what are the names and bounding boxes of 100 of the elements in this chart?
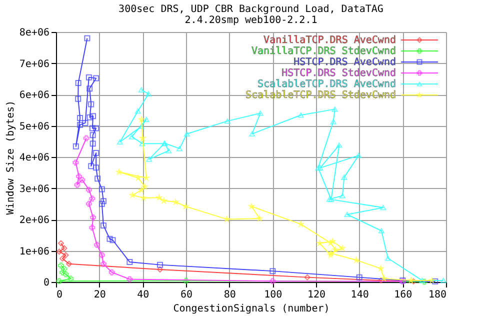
point bbox=[270, 268, 276, 274]
point bbox=[341, 174, 348, 180]
point bbox=[93, 125, 100, 132]
point bbox=[93, 150, 100, 156]
point bbox=[257, 110, 264, 116]
point bbox=[108, 269, 115, 276]
x-tick-label: 120 bbox=[307, 290, 326, 300]
point bbox=[134, 108, 141, 114]
point bbox=[60, 256, 66, 262]
point bbox=[146, 156, 152, 162]
point bbox=[98, 252, 105, 258]
y-tick-label: 2e+06 bbox=[19, 215, 50, 226]
point bbox=[75, 80, 82, 86]
point bbox=[79, 176, 86, 183]
point bbox=[332, 106, 338, 112]
point bbox=[440, 278, 446, 284]
legend-label: ScalableTCP.DRS AveCwnd bbox=[258, 79, 396, 90]
point bbox=[61, 266, 68, 272]
point bbox=[100, 198, 106, 204]
legend-label: ScalableTCP.DRS StdevCwnd bbox=[245, 90, 396, 101]
point bbox=[344, 212, 350, 218]
point bbox=[116, 139, 123, 145]
point bbox=[83, 135, 90, 142]
point bbox=[56, 278, 62, 284]
point bbox=[93, 75, 100, 82]
point bbox=[77, 114, 84, 121]
point bbox=[90, 140, 96, 147]
point bbox=[176, 146, 182, 152]
point bbox=[249, 131, 256, 137]
point bbox=[126, 259, 133, 265]
x-axis-title: CongestionSignals (number) bbox=[173, 304, 330, 314]
point bbox=[86, 86, 93, 92]
point bbox=[326, 196, 332, 202]
point bbox=[89, 125, 96, 132]
point bbox=[86, 114, 93, 120]
point bbox=[98, 186, 105, 192]
point bbox=[356, 152, 362, 158]
point bbox=[317, 165, 324, 171]
point bbox=[86, 74, 92, 80]
point bbox=[106, 236, 113, 242]
point bbox=[94, 176, 101, 182]
point bbox=[90, 113, 96, 120]
point bbox=[76, 173, 82, 180]
point bbox=[146, 91, 152, 97]
point bbox=[421, 278, 428, 285]
point bbox=[126, 276, 133, 282]
point bbox=[89, 224, 96, 231]
x-tick-label: 100 bbox=[264, 290, 282, 300]
point bbox=[356, 274, 362, 280]
point bbox=[330, 119, 336, 124]
point bbox=[77, 122, 84, 128]
point bbox=[88, 101, 94, 108]
legend-label: HSTCP.DRS StdevCwnd bbox=[282, 68, 396, 79]
point bbox=[110, 237, 116, 244]
x-tick-label: 160 bbox=[394, 290, 412, 300]
point bbox=[56, 248, 62, 255]
point bbox=[62, 271, 69, 278]
point bbox=[98, 200, 105, 207]
x-tick-label: 40 bbox=[137, 290, 150, 300]
point bbox=[432, 278, 438, 284]
point bbox=[128, 134, 135, 140]
point bbox=[82, 120, 88, 126]
point bbox=[184, 131, 190, 137]
point bbox=[88, 163, 94, 170]
legend-label: HSTCP.DRS AveCwnd bbox=[294, 57, 396, 68]
point bbox=[100, 222, 106, 228]
point bbox=[183, 278, 189, 284]
point bbox=[66, 260, 72, 267]
point bbox=[298, 112, 304, 118]
y-tick-label: 5e+06 bbox=[19, 121, 50, 132]
x-tick-label: 0 bbox=[56, 290, 63, 300]
legend-label: VanillaTCP.DRS StdevCwnd bbox=[252, 46, 396, 57]
point bbox=[90, 214, 96, 220]
point bbox=[138, 124, 144, 130]
y-tick-label: 6e+06 bbox=[19, 90, 50, 101]
chart-subtitle: 2.4.20smp web100-2.2.1 bbox=[184, 15, 318, 26]
y-tick-label: 7e+06 bbox=[19, 58, 50, 70]
point bbox=[94, 242, 100, 248]
point bbox=[339, 193, 346, 198]
point bbox=[380, 204, 386, 210]
x-tick-label: 180 bbox=[428, 290, 446, 300]
point bbox=[378, 228, 384, 234]
point bbox=[58, 262, 64, 268]
legend-label: VanillaTCP.DRS AveCwnd bbox=[264, 35, 396, 46]
point bbox=[86, 200, 92, 207]
point bbox=[60, 269, 66, 276]
point bbox=[315, 165, 322, 171]
y-tick-label: 0 bbox=[43, 278, 50, 288]
point bbox=[84, 35, 90, 42]
x-tick-label: 60 bbox=[180, 290, 193, 300]
point bbox=[61, 245, 68, 252]
point bbox=[89, 196, 96, 202]
point bbox=[100, 260, 106, 267]
point bbox=[138, 87, 144, 92]
y-tick-label: 8e+06 bbox=[19, 28, 50, 38]
point bbox=[90, 132, 96, 138]
x-tick-label: 80 bbox=[224, 290, 236, 300]
point bbox=[410, 278, 416, 284]
y-tick-label: 3e+06 bbox=[19, 184, 50, 195]
point bbox=[68, 276, 74, 282]
